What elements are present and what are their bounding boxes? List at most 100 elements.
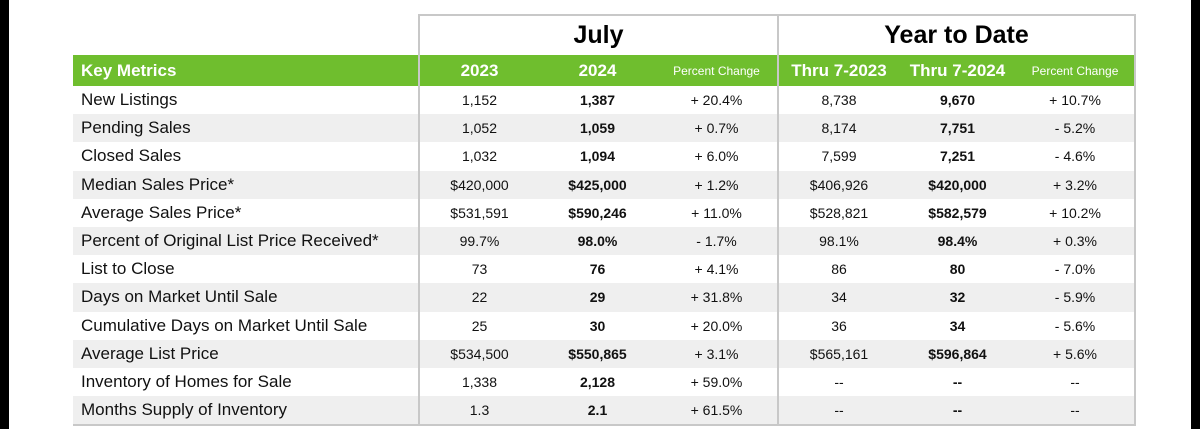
header-2023: 2023 bbox=[418, 55, 539, 86]
value-thru-2023: 98.1% bbox=[778, 226, 899, 256]
value-2024: 2.1 bbox=[539, 396, 656, 427]
metric-label: Inventory of Homes for Sale bbox=[73, 367, 419, 397]
key-metrics-table: July Year to Date Key Metrics 2023 2024 … bbox=[73, 14, 1137, 427]
header-2024: 2024 bbox=[539, 55, 656, 86]
percent-change: + 4.1% bbox=[656, 255, 779, 284]
table-row: Cumulative Days on Market Until Sale 25 30… bbox=[73, 311, 1137, 340]
percent-change: + 31.8% bbox=[656, 283, 779, 312]
value-thru-2023: $528,821 bbox=[778, 198, 899, 227]
percent-change: + 61.5% bbox=[656, 396, 779, 427]
percent-change: + 1.2% bbox=[656, 170, 779, 199]
value-2023: 1,032 bbox=[418, 142, 539, 171]
value-thru-2024: -- bbox=[899, 396, 1016, 427]
percent-change: + 0.7% bbox=[656, 114, 779, 143]
value-thru-2024: $582,579 bbox=[899, 198, 1016, 227]
value-2024: 1,094 bbox=[539, 142, 656, 171]
metric-label: Closed Sales bbox=[73, 142, 419, 171]
table-row: Inventory of Homes for Sale 1,338 2,128 + 5… bbox=[73, 367, 1137, 397]
table-row: Pending Sales 1,052 1,059 + 0.7% 8,174 7,751-… bbox=[73, 114, 1137, 143]
percent-change: + 3.1% bbox=[656, 339, 779, 368]
value-2024: $425,000 bbox=[539, 170, 656, 199]
value-2024: 76 bbox=[539, 255, 656, 284]
value-thru-2024: 7,251 bbox=[899, 142, 1016, 171]
value-2023: 1.3 bbox=[418, 396, 539, 427]
value-2023: 1,052 bbox=[418, 114, 539, 143]
group-header-row: July Year to Date bbox=[73, 14, 1137, 55]
value-thru-2023: 8,738 bbox=[778, 86, 899, 115]
value-2023: $420,000 bbox=[418, 170, 539, 199]
value-thru-2023: 86 bbox=[778, 255, 899, 284]
value-thru-2024: -- bbox=[899, 367, 1016, 397]
value-thru-2023: 7,599 bbox=[778, 142, 899, 171]
value-2024: 98.0% bbox=[539, 226, 656, 256]
value-thru-2024: 98.4% bbox=[899, 226, 1016, 256]
value-thru-2023: $565,161 bbox=[778, 339, 899, 368]
header-thru-2024: Thru 7-2024 bbox=[899, 55, 1016, 86]
table-row: Closed Sales 1,032 1,094 + 6.0% 7,599 7,251- … bbox=[73, 142, 1137, 171]
right-edge-bar bbox=[1191, 0, 1200, 429]
ytd-percent-change: - 5.2% bbox=[1016, 114, 1137, 143]
value-2024: 30 bbox=[539, 311, 656, 340]
ytd-percent-change: - 5.9% bbox=[1016, 283, 1137, 312]
percent-change: + 59.0% bbox=[656, 367, 779, 397]
value-2023: $531,591 bbox=[418, 198, 539, 227]
value-thru-2023: -- bbox=[778, 396, 899, 427]
table-row: New Listings 1,152 1,387 + 20.4% 8,738 9,670 +… bbox=[73, 86, 1137, 115]
group-year-to-date: Year to Date bbox=[776, 14, 1137, 55]
value-2024: 2,128 bbox=[539, 367, 656, 397]
value-thru-2024: 9,670 bbox=[899, 86, 1016, 115]
table-row: Average List Price $534,500 $550,865 + 3.1%… bbox=[73, 339, 1137, 368]
ytd-percent-change: + 5.6% bbox=[1016, 339, 1137, 368]
value-thru-2024: 80 bbox=[899, 255, 1016, 284]
metric-label: Percent of Original List Price Received* bbox=[73, 226, 419, 256]
percent-change: - 1.7% bbox=[656, 226, 779, 256]
metric-label: List to Close bbox=[73, 255, 419, 284]
value-2023: 73 bbox=[418, 255, 539, 284]
value-thru-2023: $406,926 bbox=[778, 170, 899, 199]
ytd-percent-change: - 4.6% bbox=[1016, 142, 1137, 171]
value-thru-2023: -- bbox=[778, 367, 899, 397]
table-row: Average Sales Price* $531,591 $590,246 + 11… bbox=[73, 198, 1137, 227]
header-ytd-percent-change: Percent Change bbox=[1016, 55, 1137, 86]
ytd-percent-change: - 7.0% bbox=[1016, 255, 1137, 284]
value-2024: 1,059 bbox=[539, 114, 656, 143]
metric-label: Average List Price bbox=[73, 339, 419, 368]
header-percent-change: Percent Change bbox=[656, 55, 779, 86]
percent-change: + 20.4% bbox=[656, 86, 779, 115]
ytd-percent-change: + 3.2% bbox=[1016, 170, 1137, 199]
ytd-percent-change: + 10.2% bbox=[1016, 198, 1137, 227]
value-thru-2023: 34 bbox=[778, 283, 899, 312]
value-2023: 1,152 bbox=[418, 86, 539, 115]
metric-label: Days on Market Until Sale bbox=[73, 283, 419, 312]
value-2024: 1,387 bbox=[539, 86, 656, 115]
header-key-metrics: Key Metrics bbox=[73, 55, 419, 86]
ytd-percent-change: + 10.7% bbox=[1016, 86, 1137, 115]
value-2023: 25 bbox=[418, 311, 539, 340]
metric-label: Cumulative Days on Market Until Sale bbox=[73, 311, 419, 340]
group-spacer bbox=[73, 15, 419, 55]
value-2024: $590,246 bbox=[539, 198, 656, 227]
value-2023: 22 bbox=[418, 283, 539, 312]
metric-label: Median Sales Price* bbox=[73, 170, 419, 199]
percent-change: + 20.0% bbox=[656, 311, 779, 340]
value-thru-2024: $596,864 bbox=[899, 339, 1016, 368]
value-thru-2024: 7,751 bbox=[899, 114, 1016, 143]
value-thru-2023: 36 bbox=[778, 311, 899, 340]
table-row: Days on Market Until Sale 22 29 + 31.8% 34 32… bbox=[73, 283, 1137, 312]
ytd-percent-change: + 0.3% bbox=[1016, 226, 1137, 256]
value-2023: 1,338 bbox=[418, 367, 539, 397]
percent-change: + 11.0% bbox=[656, 198, 779, 227]
column-header-row: Key Metrics 2023 2024 Percent Change Thr… bbox=[73, 55, 1137, 86]
table-row: Months Supply of Inventory 1.3 2.1 + 61.5% -… bbox=[73, 396, 1137, 427]
ytd-percent-change: - 5.6% bbox=[1016, 311, 1137, 340]
value-2023: $534,500 bbox=[418, 339, 539, 368]
percent-change: + 6.0% bbox=[656, 142, 779, 171]
group-july: July bbox=[418, 14, 779, 55]
ytd-percent-change: -- bbox=[1016, 367, 1137, 397]
value-thru-2024: 32 bbox=[899, 283, 1016, 312]
metric-label: New Listings bbox=[73, 86, 419, 115]
table-row: Median Sales Price* $420,000 $425,000 + 1.2… bbox=[73, 170, 1137, 199]
value-2024: 29 bbox=[539, 283, 656, 312]
header-thru-2023: Thru 7-2023 bbox=[778, 55, 899, 86]
value-2024: $550,865 bbox=[539, 339, 656, 368]
